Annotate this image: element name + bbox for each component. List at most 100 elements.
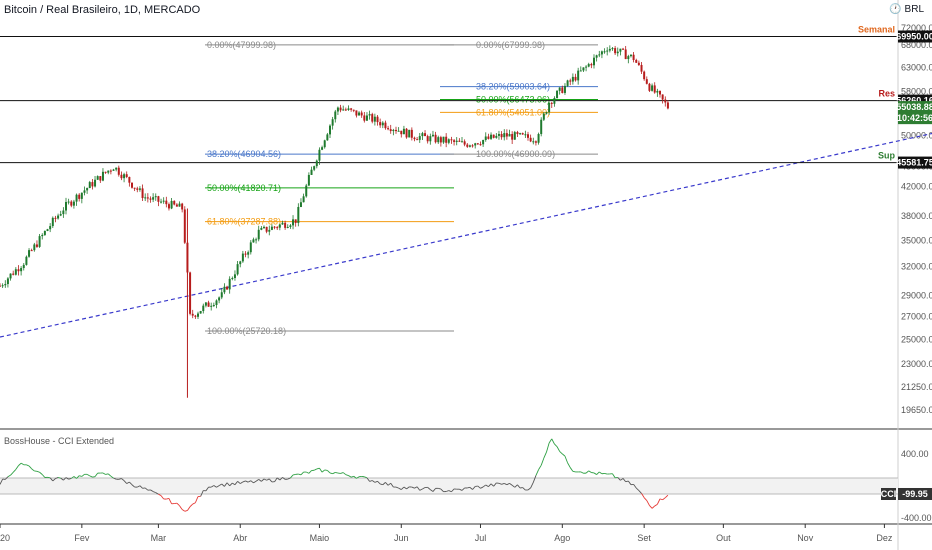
cci-value-tag-text: -99.95 bbox=[902, 489, 928, 499]
cci-line-segment bbox=[300, 471, 304, 476]
candle-body bbox=[286, 226, 289, 228]
cci-line-segment bbox=[543, 451, 547, 459]
cci-line-segment bbox=[76, 475, 80, 479]
y-tick-label: 32000.00 bbox=[901, 262, 932, 272]
candle-body bbox=[331, 119, 334, 126]
candle-body bbox=[442, 136, 445, 143]
cci-line-segment bbox=[107, 473, 112, 477]
candle-body bbox=[233, 274, 236, 279]
cci-line-segment bbox=[126, 481, 130, 484]
candle-body bbox=[315, 160, 318, 167]
cci-line-segment bbox=[18, 462, 22, 466]
cci-line-segment bbox=[218, 483, 223, 487]
trendline bbox=[0, 132, 932, 338]
candle-body bbox=[622, 48, 625, 50]
candle-body bbox=[281, 222, 284, 225]
candle-body bbox=[360, 112, 363, 116]
cci-line-segment bbox=[152, 491, 156, 494]
cci-line-segment bbox=[556, 446, 561, 452]
candle-body bbox=[545, 112, 548, 114]
candle-body bbox=[395, 129, 397, 132]
candle-body bbox=[191, 313, 194, 316]
x-tick-label: Maio bbox=[310, 533, 330, 543]
candle-body bbox=[244, 253, 247, 255]
cci-line-segment bbox=[179, 505, 183, 510]
candle-body bbox=[603, 51, 606, 53]
candle-body bbox=[371, 114, 374, 122]
cci-line-segment bbox=[155, 492, 159, 495]
x-tick-label: Out bbox=[716, 533, 731, 543]
candle-body bbox=[101, 171, 104, 181]
fib-label: 38.20%(59003.64) bbox=[476, 82, 550, 92]
cci-line-segment bbox=[65, 477, 69, 480]
candle-body bbox=[513, 132, 516, 140]
candle-body bbox=[479, 144, 482, 146]
candle-body bbox=[645, 79, 648, 84]
candle-body bbox=[49, 226, 52, 230]
cci-line-segment bbox=[509, 483, 513, 486]
candle-body bbox=[210, 305, 213, 307]
cci-line-segment bbox=[506, 482, 510, 486]
candle-body bbox=[342, 109, 345, 111]
cci-line-segment bbox=[540, 457, 545, 466]
candle-body bbox=[199, 311, 202, 314]
candle-body bbox=[495, 135, 498, 138]
cci-line-segment bbox=[414, 486, 418, 489]
candle-body bbox=[648, 83, 651, 91]
cci-line-segment bbox=[395, 486, 399, 489]
candle-body bbox=[392, 129, 395, 132]
candle-body bbox=[1, 285, 4, 287]
candle-body bbox=[252, 239, 255, 243]
candle-body bbox=[41, 234, 44, 237]
candle-body bbox=[17, 269, 20, 272]
candle-body bbox=[25, 256, 28, 265]
y-tick-label: 68000.00 bbox=[901, 40, 932, 50]
candle-body bbox=[120, 174, 123, 179]
cci-tick-label: -400.00 bbox=[901, 513, 932, 523]
cci-line-segment bbox=[242, 480, 246, 483]
cci-line-segment bbox=[55, 477, 59, 479]
cci-line-segment bbox=[380, 483, 383, 486]
candle-body bbox=[212, 304, 215, 306]
candle-body bbox=[519, 133, 522, 135]
cci-line-segment bbox=[348, 475, 352, 478]
candle-body bbox=[273, 226, 276, 228]
cci-line-segment bbox=[501, 483, 505, 485]
level-price-tag bbox=[898, 30, 932, 43]
candle-body bbox=[218, 297, 221, 301]
candle-body bbox=[492, 134, 495, 138]
fib-label: 50.00%(56473.06) bbox=[476, 94, 550, 104]
candle-body bbox=[548, 102, 551, 113]
cci-line-segment bbox=[546, 442, 550, 453]
candle-body bbox=[350, 108, 353, 110]
cci-line-segment bbox=[52, 478, 56, 482]
candle-body bbox=[643, 71, 646, 80]
cci-line-segment bbox=[517, 484, 521, 489]
candle-body bbox=[313, 166, 316, 170]
currency-label[interactable]: 🕐 BRL bbox=[889, 4, 924, 15]
candle-body bbox=[70, 201, 73, 206]
candle-body bbox=[540, 119, 543, 135]
cci-line-segment bbox=[73, 476, 77, 479]
candle-body bbox=[131, 182, 133, 188]
candle-body bbox=[381, 122, 384, 126]
cci-line-segment bbox=[253, 480, 257, 484]
cci-line-segment bbox=[237, 481, 241, 484]
cci-line-segment bbox=[398, 487, 402, 490]
candle-body bbox=[310, 169, 313, 175]
cci-line-segment bbox=[340, 472, 344, 474]
cci-line-segment bbox=[604, 472, 608, 475]
cci-line-segment bbox=[139, 485, 143, 489]
cci-line-segment bbox=[89, 475, 93, 478]
candle-body bbox=[439, 137, 442, 143]
cci-line-segment bbox=[216, 485, 220, 488]
candle-body bbox=[0, 285, 1, 287]
candle-body bbox=[635, 59, 638, 63]
candle-body bbox=[363, 115, 366, 121]
candle-body bbox=[624, 49, 627, 60]
candle-body bbox=[228, 278, 231, 290]
candle-body bbox=[138, 188, 141, 190]
candle-body bbox=[165, 200, 168, 205]
candle-body bbox=[579, 70, 582, 72]
